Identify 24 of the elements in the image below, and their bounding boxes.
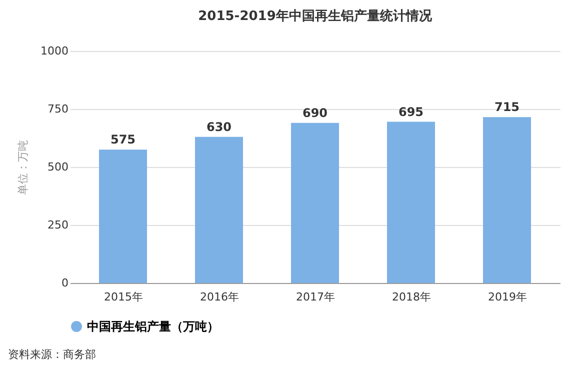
y-tick-label: 250 (48, 218, 68, 232)
data-label: 575 (110, 132, 136, 147)
x-tick-label: 2016年 (200, 290, 239, 304)
bar (387, 122, 435, 283)
y-tick-label: 0 (62, 276, 68, 290)
chart-title: 2015-2019年中国再生铝产量统计情况 (198, 8, 433, 24)
data-label: 630 (206, 120, 232, 134)
text: 资料来源：商务部 (8, 348, 96, 361)
y-tick-label: 750 (48, 102, 68, 116)
bar (291, 122, 339, 283)
data-label: 695 (398, 104, 424, 119)
y-tick-label: 500 (48, 160, 68, 174)
x-tick-label: 2018年 (392, 290, 431, 304)
bar (99, 150, 147, 283)
data-label: 715 (494, 100, 520, 114)
data-label: 690 (302, 106, 328, 120)
x-tick-label: 2017年 (296, 290, 335, 304)
x-tick-label: 2019年 (488, 290, 527, 304)
y-tick-label: 1000 (40, 44, 68, 58)
bar (483, 117, 531, 283)
bar (195, 136, 243, 283)
y-axis-title: 单位：万吨 (16, 140, 30, 195)
x-tick-label: 2015年 (104, 290, 143, 304)
legend-label: 中国再生铝产量（万吨） (87, 320, 219, 334)
